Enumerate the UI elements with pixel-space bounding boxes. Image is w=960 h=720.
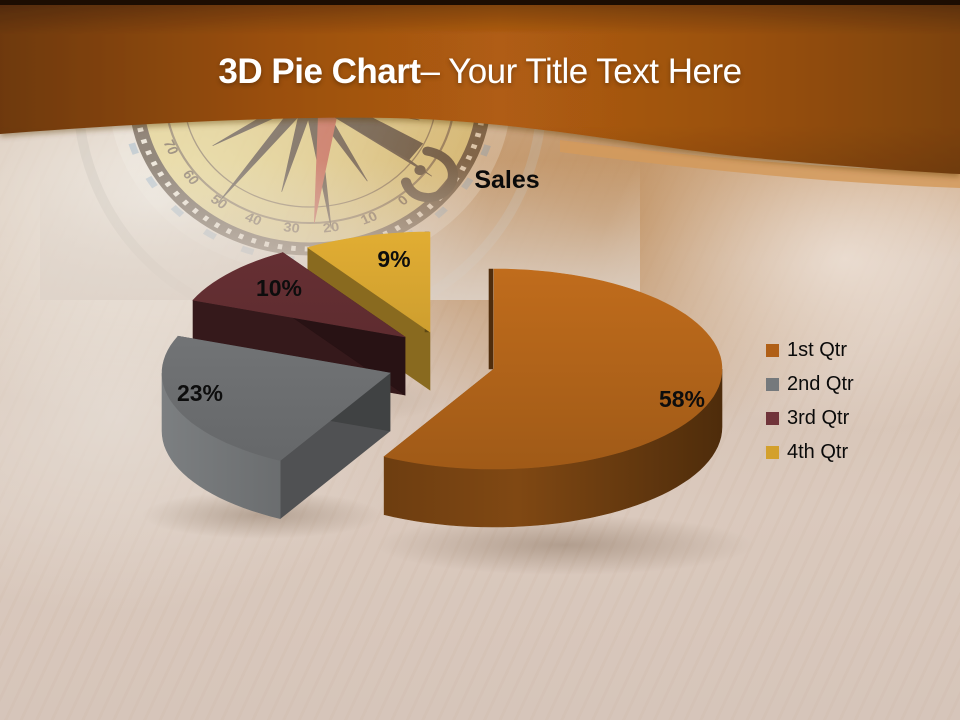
- legend-label: 2nd Qtr: [787, 373, 854, 395]
- legend-swatch-2nd-qtr: [766, 377, 779, 391]
- legend-swatch-4th-qtr: [766, 445, 779, 459]
- slice-label-3rd-qtr: 10%: [255, 275, 303, 301]
- legend-label: 3rd Qtr: [787, 407, 850, 429]
- slice-label-2nd-qtr: 23%: [176, 380, 224, 406]
- slice-label-1st-qtr: 58%: [658, 386, 706, 412]
- legend-label: 4th Qtr: [787, 441, 849, 463]
- legend-swatch-1st-qtr: [766, 343, 779, 357]
- chart-legend: 1st Qtr 2nd Qtr 3rd Qtr 4th Qtr: [766, 333, 854, 469]
- pie-slice-1st-qtr: [383, 268, 723, 528]
- legend-swatch-3rd-qtr: [766, 411, 779, 425]
- pie-slice-2nd-qtr: [161, 335, 391, 520]
- legend-item: 2nd Qtr: [766, 367, 854, 401]
- chart-title: Sales: [474, 166, 540, 194]
- slice-label-4th-qtr: 9%: [377, 246, 411, 272]
- legend-label: 1st Qtr: [787, 339, 848, 361]
- legend-item: 3rd Qtr: [766, 401, 854, 435]
- legend-item: 4th Qtr: [766, 435, 854, 469]
- legend-item: 1st Qtr: [766, 333, 854, 367]
